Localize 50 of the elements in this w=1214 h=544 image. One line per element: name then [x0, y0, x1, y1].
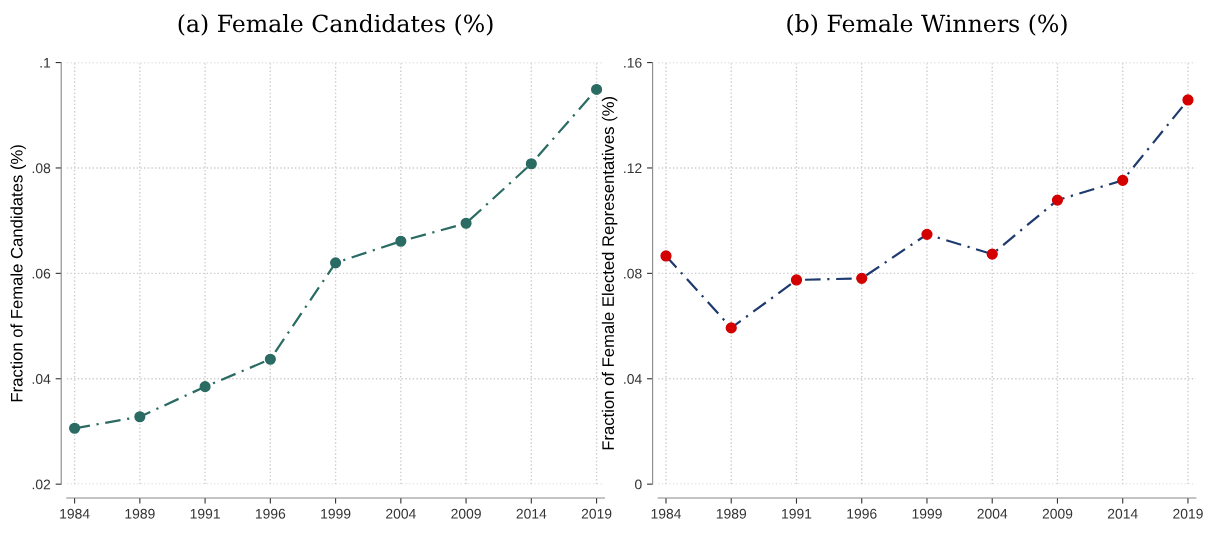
- x-tick-label: 2004: [977, 508, 1008, 519]
- x-tick-label: 2019: [581, 508, 612, 519]
- x-tick-label: 1989: [716, 508, 747, 519]
- x-tick-label: 1999: [912, 508, 942, 519]
- x-tick-label: 2009: [1042, 508, 1073, 519]
- x-tick-label: 1989: [125, 508, 155, 519]
- y-tick-label: .08: [32, 163, 51, 174]
- x-tick-label: 2019: [1173, 508, 1203, 519]
- y-tick-label: .1: [40, 58, 51, 68]
- x-tick-label: 1991: [782, 508, 812, 519]
- y-tick-label: .02: [32, 479, 51, 490]
- point: [395, 235, 407, 247]
- point: [856, 272, 868, 284]
- y-tick-label: 0: [635, 479, 642, 490]
- y-tick-label: .08: [624, 268, 642, 279]
- point: [986, 248, 998, 260]
- point: [199, 381, 211, 393]
- x-tick-label: 2014: [1107, 508, 1138, 519]
- point: [921, 228, 933, 240]
- point: [1182, 94, 1194, 106]
- x-tick-label: 2004: [386, 508, 416, 519]
- x-tick-label: 1996: [255, 508, 286, 519]
- y-tick-label: .04: [624, 374, 642, 384]
- y-axis-title: Fraction of Female Candidates (%): [10, 145, 26, 402]
- point: [591, 83, 603, 95]
- y-tick-label: .16: [624, 57, 642, 68]
- point: [460, 217, 472, 229]
- point: [1117, 174, 1129, 186]
- point: [134, 411, 146, 423]
- y-axis-title: Fraction of Female Elected Representatives (%): [601, 97, 618, 450]
- x-tick-label: 1984: [60, 508, 90, 519]
- point: [525, 158, 537, 170]
- x-tick-label: 2014: [516, 508, 547, 519]
- x-tick-label: 1991: [190, 508, 220, 519]
- point: [264, 353, 276, 365]
- y-tick-label: .04: [32, 374, 51, 384]
- point: [790, 274, 803, 286]
- x-tick-label: 1996: [847, 508, 877, 519]
- x-tick-label: 1999: [321, 508, 351, 519]
- chart-title: (b) Female Winners (%): [787, 14, 1067, 36]
- y-tick-label: .12: [624, 163, 642, 173]
- x-tick-label: 1984: [651, 508, 682, 519]
- point: [660, 250, 672, 262]
- x-tick-label: 2009: [451, 508, 481, 519]
- point: [330, 257, 342, 269]
- point: [69, 422, 81, 434]
- chart-title: (a) Female Candidates (%): [178, 14, 493, 36]
- y-tick-label: .06: [32, 268, 51, 279]
- point: [1051, 194, 1064, 206]
- point: [725, 322, 737, 334]
